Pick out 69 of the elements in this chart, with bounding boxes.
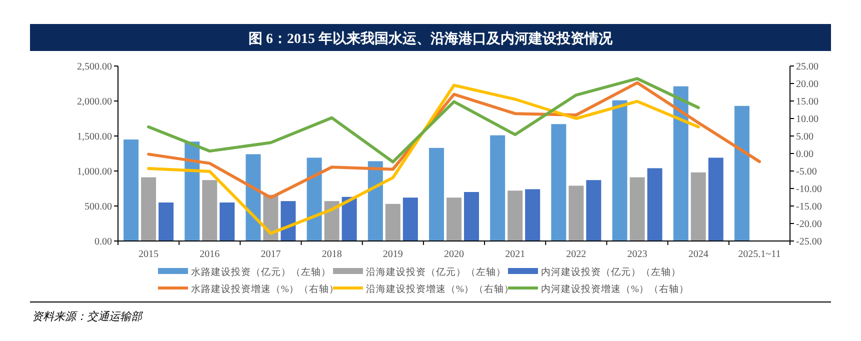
- bar: [124, 140, 139, 241]
- legend-label: 沿海建设投资增速（%）（右轴）: [366, 283, 514, 295]
- y2-tick-label: 0.00: [796, 149, 814, 160]
- y2-tick-label: 20.00: [796, 79, 818, 90]
- bar: [429, 148, 444, 241]
- bar: [342, 196, 357, 241]
- x-tick-label: 2018: [322, 249, 342, 260]
- x-tick-label: 2021: [505, 249, 526, 260]
- bar: [490, 135, 506, 241]
- bar: [586, 180, 602, 241]
- line-series: [147, 84, 700, 235]
- bar: [568, 186, 584, 241]
- legend-label: 水路建设投资（亿元）（左轴）: [191, 266, 331, 278]
- y2-tick-label: -10.00: [796, 184, 822, 195]
- y-tick-label: 1,500.00: [77, 132, 112, 142]
- line-series: [147, 77, 700, 164]
- y-tick-label: 500.00: [84, 202, 112, 212]
- bar: [690, 172, 706, 241]
- bar: [280, 201, 296, 241]
- x-tick-label: 2019: [382, 249, 403, 260]
- line-series: [147, 81, 761, 200]
- y2-tick-label: 5.00: [796, 132, 814, 142]
- y-tick-label: 2,500.00: [77, 62, 112, 72]
- bar: [612, 100, 628, 241]
- bar: [551, 124, 566, 241]
- bar: [508, 190, 523, 241]
- bar: [202, 180, 218, 241]
- x-tick-label: 2015: [138, 249, 159, 260]
- y-tick-label: 0.00: [94, 236, 112, 248]
- y2-tick-label: -15.00: [796, 202, 822, 212]
- legend-label: 内河建设投资增速（%）（右轴）: [541, 283, 689, 295]
- x-tick-label: 2016: [200, 249, 220, 260]
- y-tick-label: 2,000.00: [77, 96, 112, 108]
- bar: [306, 158, 322, 241]
- bar: [525, 189, 540, 241]
- bar: [385, 204, 400, 241]
- bar: [141, 177, 156, 241]
- bar: [708, 158, 724, 241]
- y-tick-label: 1,000.00: [77, 166, 112, 178]
- x-tick-label: 2024: [688, 249, 708, 260]
- bar: [220, 202, 235, 241]
- y2-tick-label: -5.00: [796, 166, 817, 178]
- y2-tick-label: 25.00: [796, 62, 818, 72]
- x-tick-label: 2022: [566, 249, 586, 260]
- text: 资料来源：交通运输部: [32, 310, 144, 323]
- bar: [402, 198, 418, 241]
- x-tick-label: 2023: [627, 249, 648, 260]
- bar: [734, 106, 750, 241]
- x-tick-label: 2025.1~11: [738, 249, 781, 260]
- bar: [647, 168, 662, 241]
- y2-tick-label: 10.00: [796, 114, 818, 125]
- y2-tick-label: 15.00: [796, 96, 818, 108]
- y2-tick-label: -25.00: [796, 236, 822, 248]
- chart-title: 图 6：2015 年以来我国水运、沿海港口及内河建设投资情况: [248, 31, 614, 47]
- legend-label: 水路建设投资增速（%）（右轴）: [191, 283, 339, 295]
- bar: [184, 142, 200, 241]
- y2-tick-label: -20.00: [796, 219, 822, 230]
- x-tick-label: 2017: [260, 249, 281, 260]
- x-tick-label: 2020: [444, 249, 464, 260]
- bar: [630, 177, 645, 241]
- bar: [446, 198, 462, 241]
- bar: [324, 201, 340, 241]
- bar: [246, 154, 261, 241]
- legend-label: 沿海建设投资（亿元）（左轴）: [366, 266, 506, 278]
- bar: [673, 86, 688, 241]
- bar: [158, 202, 174, 241]
- bar: [368, 161, 383, 241]
- legend-label: 内河建设投资（亿元）（左轴）: [541, 266, 681, 278]
- bar: [464, 192, 479, 241]
